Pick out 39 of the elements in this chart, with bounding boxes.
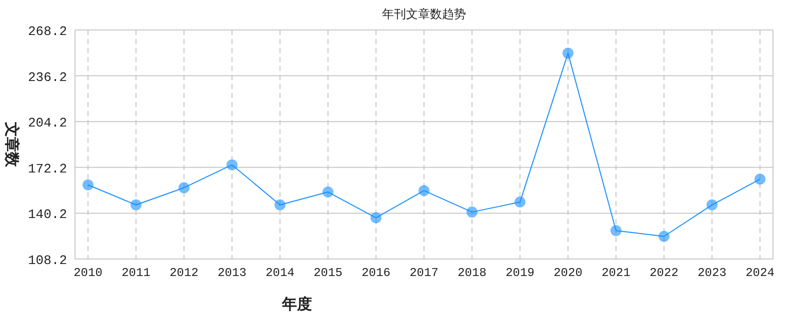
point: [226, 159, 238, 170]
y-tick-label: 268.2: [28, 24, 67, 39]
chart-title: 年刊文章数趋势: [382, 7, 466, 21]
x-tick-label: 2024: [746, 266, 774, 280]
x-tick-label: 2010: [74, 266, 102, 280]
x-tick-label: 2016: [362, 266, 390, 280]
y-axis-title: 文章数: [3, 121, 21, 168]
point: [754, 174, 766, 185]
x-tick-label: 2018: [458, 266, 486, 280]
x-tick-label: 2012: [170, 266, 198, 280]
y-tick-label: 204.2: [28, 116, 67, 131]
point: [562, 48, 574, 59]
x-tick-label: 2022: [650, 266, 678, 280]
x-tick-label: 2021: [602, 266, 630, 280]
x-tick-label: 2019: [506, 266, 534, 280]
point: [514, 196, 526, 208]
point: [274, 199, 286, 210]
x-tick-label: 2014: [266, 266, 294, 280]
x-tick-label: 2017: [410, 266, 438, 280]
point: [658, 230, 670, 242]
point: [322, 186, 334, 198]
y-tick-label: 140.2: [28, 207, 67, 222]
y-tick-label: 172.2: [28, 161, 67, 176]
x-tick-label: 2011: [122, 266, 150, 280]
x-tick-label: 2020: [554, 266, 582, 280]
point: [370, 212, 382, 224]
point: [418, 185, 430, 196]
x-tick-label: 2013: [218, 266, 246, 280]
y-tick-label: 236.2: [28, 70, 67, 85]
point: [82, 179, 94, 190]
point: [130, 199, 142, 210]
y-tick-label: 108.2: [28, 253, 67, 268]
point: [466, 206, 478, 218]
x-tick-label: 2023: [698, 266, 726, 280]
x-tick-label: 2015: [314, 266, 342, 280]
x-axis-title: 年度: [281, 295, 312, 313]
point: [706, 199, 718, 210]
point: [178, 182, 190, 194]
point: [610, 225, 622, 236]
